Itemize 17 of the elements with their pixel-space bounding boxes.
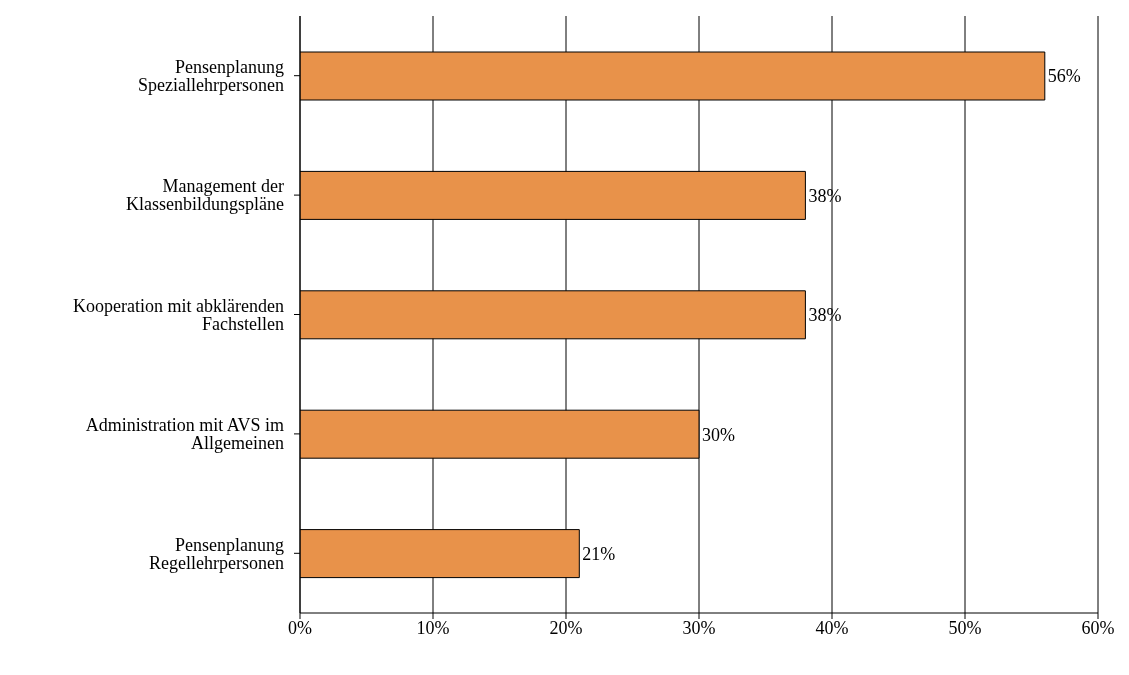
x-tick-label: 20% xyxy=(549,617,583,638)
y-tick-label: Management der Klassenbildungspläne xyxy=(126,176,284,215)
x-tick-label: 30% xyxy=(682,617,716,638)
y-tick-label: Kooperation mit abklärenden Fachstellen xyxy=(73,295,284,334)
data-label: 30% xyxy=(702,424,735,445)
data-label: 56% xyxy=(1047,66,1081,87)
x-tick-label: 40% xyxy=(815,617,849,638)
y-tick-label: Pensenplanung Speziallehrpersonen xyxy=(138,57,284,96)
y-tick-label: Pensenplanung Regellehrpersonen xyxy=(149,534,284,573)
x-tick-label: 60% xyxy=(1081,617,1115,638)
x-tick-label: 10% xyxy=(416,617,450,638)
y-tick-label: Administration mit AVS im Allgemeinen xyxy=(85,415,284,454)
x-tick-label: 50% xyxy=(948,617,982,638)
data-label: 38% xyxy=(808,185,842,206)
data-label: 21% xyxy=(582,543,616,564)
x-tick-label: 0% xyxy=(288,617,312,638)
data-label: 38% xyxy=(808,305,842,326)
